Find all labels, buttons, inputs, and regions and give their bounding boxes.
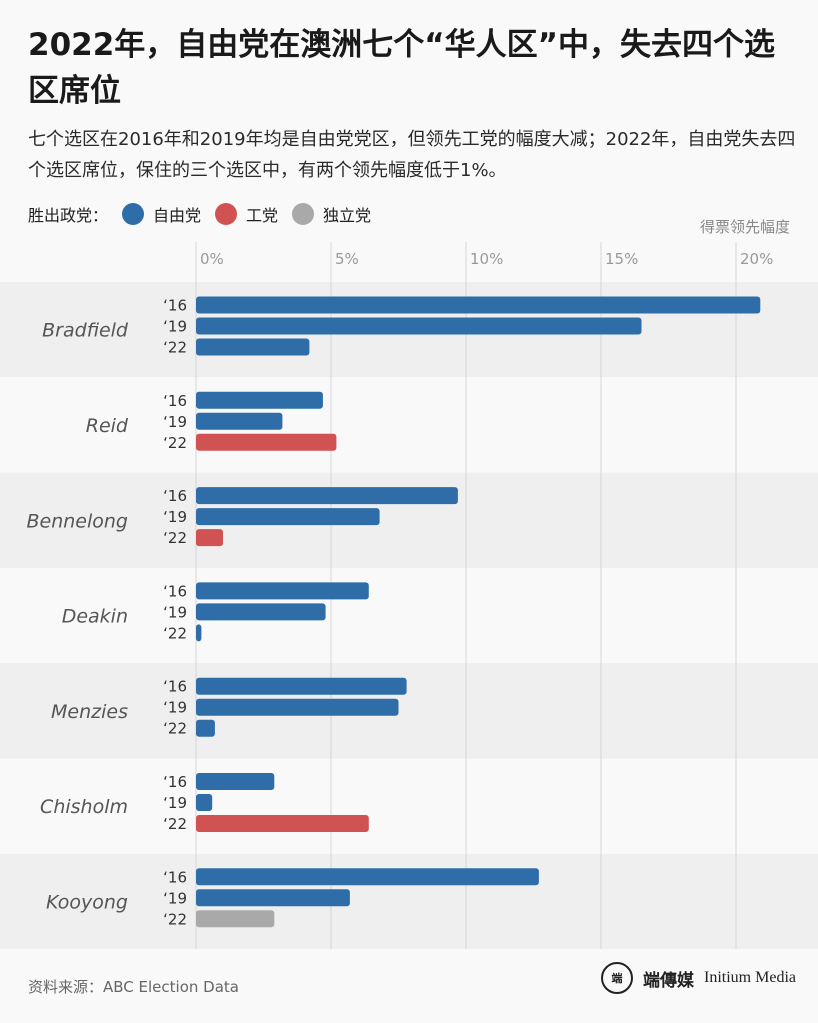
year-label-reid-1: ‘19: [163, 413, 187, 431]
bar-menzies-2: [196, 719, 215, 737]
legend-item-labor: 工党: [215, 202, 278, 226]
year-label-bradfield-2: ‘22: [163, 339, 187, 357]
group-label-chisholm: Chisholm: [40, 796, 128, 818]
legend-label-labor: 工党: [246, 206, 279, 225]
year-label-deakin-0: ‘16: [163, 582, 187, 600]
year-label-bradfield-1: ‘19: [163, 318, 187, 336]
legend-label-independent: 独立党: [323, 206, 372, 225]
year-label-chisholm-2: ‘22: [163, 815, 187, 833]
x-tick-label-5: 5%: [335, 250, 359, 268]
legend-swatch-labor: [215, 203, 238, 225]
year-label-reid-2: ‘22: [163, 434, 187, 452]
bar-reid-2: [196, 433, 337, 451]
year-label-kooyong-0: ‘16: [163, 868, 187, 886]
legend: 胜出政党： 自由党 工党 独立党: [28, 200, 385, 228]
legend-item-liberal: 自由党: [122, 202, 201, 226]
bar-chisholm-1: [196, 794, 213, 811]
year-label-bradfield-0: ‘16: [163, 297, 187, 315]
bar-kooyong-1: [196, 889, 350, 907]
logo-english-name: Initium Media: [704, 969, 796, 986]
bar-reid-0: [196, 391, 323, 409]
group-label-kooyong: Kooyong: [46, 891, 128, 913]
bar-menzies-0: [196, 677, 407, 695]
year-label-bennelong-1: ‘19: [163, 508, 187, 526]
bar-kooyong-2: [196, 910, 275, 928]
logo-chinese-name: 端傳媒: [643, 970, 695, 991]
bar-bennelong-1: [196, 508, 380, 526]
year-label-deakin-1: ‘19: [163, 603, 187, 621]
bar-bradfield-2: [196, 338, 310, 356]
bar-menzies-1: [196, 698, 399, 716]
bar-kooyong-0: [196, 868, 539, 886]
group-label-menzies: Menzies: [51, 701, 128, 723]
logo-mark-icon: 端: [601, 962, 634, 994]
row-band-menzies: [0, 663, 818, 759]
publisher-logo: 端 端傳媒 Initium Media: [601, 962, 796, 994]
bar-chart: 0% 5% 10% 15% 20% Bradfield ‘16 ‘19 ‘22 Reid ‘16 ‘1…: [0, 242, 818, 950]
year-label-menzies-0: ‘16: [163, 678, 187, 696]
row-band-deakin: [0, 567, 818, 664]
legend-swatch-independent: [292, 203, 315, 225]
group-label-reid: Reid: [86, 415, 129, 437]
chart-title: 2022年，自由党在澳洲七个“华人区”中，失去四个选区席位: [28, 27, 776, 109]
row-band-reid: [0, 377, 818, 473]
bar-bennelong-0: [196, 487, 458, 505]
chart-subtitle: 七个选区在2016年和2019年均是自由党党区，但领先工党的幅度大减；2022年…: [28, 129, 796, 181]
axis-note: 得票领先幅度: [699, 218, 790, 236]
year-label-menzies-2: ‘22: [163, 720, 187, 738]
x-tick-label-15: 15%: [605, 250, 638, 268]
row-band-chisholm: [0, 758, 818, 854]
bar-reid-1: [196, 412, 283, 430]
year-label-bennelong-2: ‘22: [163, 529, 187, 547]
bar-deakin-2: [196, 624, 202, 642]
year-label-deakin-2: ‘22: [163, 624, 187, 642]
bar-bradfield-0: [196, 296, 761, 314]
source-note: 资料来源：ABC Election Data: [28, 978, 239, 996]
legend-label-liberal: 自由党: [153, 206, 202, 225]
year-label-kooyong-1: ‘19: [163, 889, 187, 907]
year-label-kooyong-2: ‘22: [163, 910, 187, 928]
group-label-deakin: Deakin: [62, 606, 128, 628]
x-tick-label-0: 0%: [200, 250, 224, 268]
bar-chisholm-2: [196, 815, 369, 832]
bar-deakin-1: [196, 603, 326, 621]
year-label-chisholm-0: ‘16: [163, 773, 187, 791]
x-tick-label-20: 20%: [740, 250, 773, 268]
year-label-bennelong-0: ‘16: [163, 487, 187, 505]
group-label-bennelong: Bennelong: [26, 510, 128, 532]
group-label-bradfield: Bradfield: [42, 320, 129, 342]
year-label-chisholm-1: ‘19: [163, 794, 187, 812]
bar-bradfield-1: [196, 317, 642, 335]
bar-deakin-0: [196, 582, 369, 600]
legend-title: 胜出政党：: [28, 206, 109, 225]
year-label-reid-0: ‘16: [163, 392, 187, 410]
year-label-menzies-1: ‘19: [163, 699, 187, 717]
legend-item-independent: 独立党: [292, 202, 371, 226]
bar-bennelong-2: [196, 529, 223, 547]
bar-chisholm-0: [196, 773, 275, 790]
x-tick-label-10: 10%: [470, 250, 503, 268]
legend-swatch-liberal: [122, 203, 145, 225]
